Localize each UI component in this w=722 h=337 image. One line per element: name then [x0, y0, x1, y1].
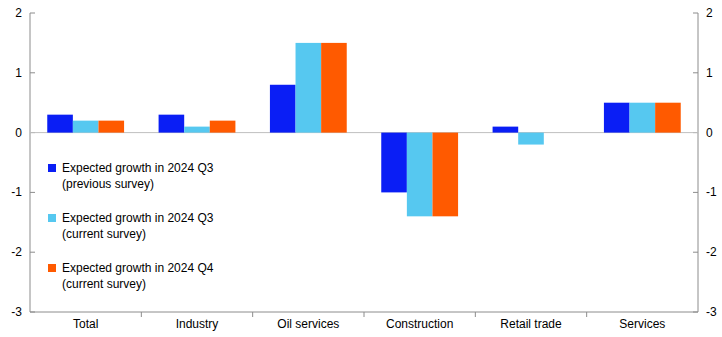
legend-label-line: Expected growth in 2024 Q3 — [62, 211, 214, 225]
bar — [270, 85, 296, 133]
y2-tick-label: 0 — [706, 126, 713, 140]
legend-label: Expected growth in 2024 Q4 (current surve… — [62, 261, 214, 291]
x-tick-label: Oil services — [277, 317, 339, 331]
y-tick — [30, 13, 35, 14]
bar — [518, 133, 544, 145]
bar — [98, 121, 124, 133]
x-tick — [252, 312, 253, 317]
y-tick-label: 2 — [15, 6, 22, 20]
bar — [407, 133, 433, 217]
y2-tick-label: -2 — [706, 245, 717, 259]
bar — [432, 133, 458, 217]
y2-tick-label: -3 — [706, 305, 717, 319]
x-tick-label: Retail trade — [500, 317, 562, 331]
y2-tick — [693, 192, 698, 193]
x-tick — [586, 312, 587, 317]
x-tick — [364, 312, 365, 317]
y2-tick-label: -1 — [706, 185, 717, 199]
y2-tick — [693, 13, 698, 14]
bar — [159, 115, 185, 133]
y-tick-label: -1 — [11, 185, 22, 199]
bar — [655, 103, 681, 133]
bar — [381, 133, 407, 193]
y2-axis-line — [698, 13, 699, 312]
bar — [184, 127, 210, 133]
legend-label-line: (previous survey) — [62, 177, 154, 191]
y-tick — [30, 72, 35, 73]
bars — [47, 43, 680, 216]
x-tick-label: Construction — [386, 317, 453, 331]
y2-tick — [693, 312, 698, 313]
y-tick — [30, 192, 35, 193]
legend-swatch — [48, 164, 56, 172]
y2-tick-label: 1 — [706, 66, 713, 80]
legend-label: Expected growth in 2024 Q3 (previous surv… — [62, 161, 214, 191]
y-axis-line — [30, 13, 31, 312]
y2-tick-label: 2 — [706, 6, 713, 20]
y-tick-label: 0 — [15, 126, 22, 140]
bar — [47, 115, 73, 133]
zero-line — [30, 132, 698, 133]
bar — [544, 132, 570, 133]
chart: -3 -2 -1 0 1 2 -3 -2 -1 0 1 2 Total Industry Oil servi… — [0, 0, 722, 337]
x-tick-label: Total — [73, 317, 98, 331]
bar — [321, 43, 347, 133]
legend-label-line: (current survey) — [62, 227, 146, 241]
y2-tick — [693, 72, 698, 73]
bar — [630, 103, 656, 133]
bar — [210, 121, 236, 133]
x-tick-label: Services — [619, 317, 665, 331]
y2-tick — [693, 252, 698, 253]
y-tick-label: -3 — [11, 305, 22, 319]
bar — [296, 43, 322, 133]
x-tick — [475, 312, 476, 317]
legend-label-line: (current survey) — [62, 277, 146, 291]
legend-label-line: Expected growth in 2024 Q4 — [62, 261, 214, 275]
bar — [493, 127, 519, 133]
bar — [604, 103, 630, 133]
y-tick — [30, 312, 35, 313]
y-tick-label: -2 — [11, 245, 22, 259]
legend-swatch — [48, 264, 56, 272]
x-tick-label: Industry — [176, 317, 219, 331]
y-tick-label: 1 — [15, 66, 22, 80]
legend-label-line: Expected growth in 2024 Q3 — [62, 161, 214, 175]
y-tick — [30, 252, 35, 253]
legend-swatch — [48, 214, 56, 222]
legend-label: Expected growth in 2024 Q3 (current surve… — [62, 211, 214, 241]
bar — [73, 121, 99, 133]
x-tick — [141, 312, 142, 317]
